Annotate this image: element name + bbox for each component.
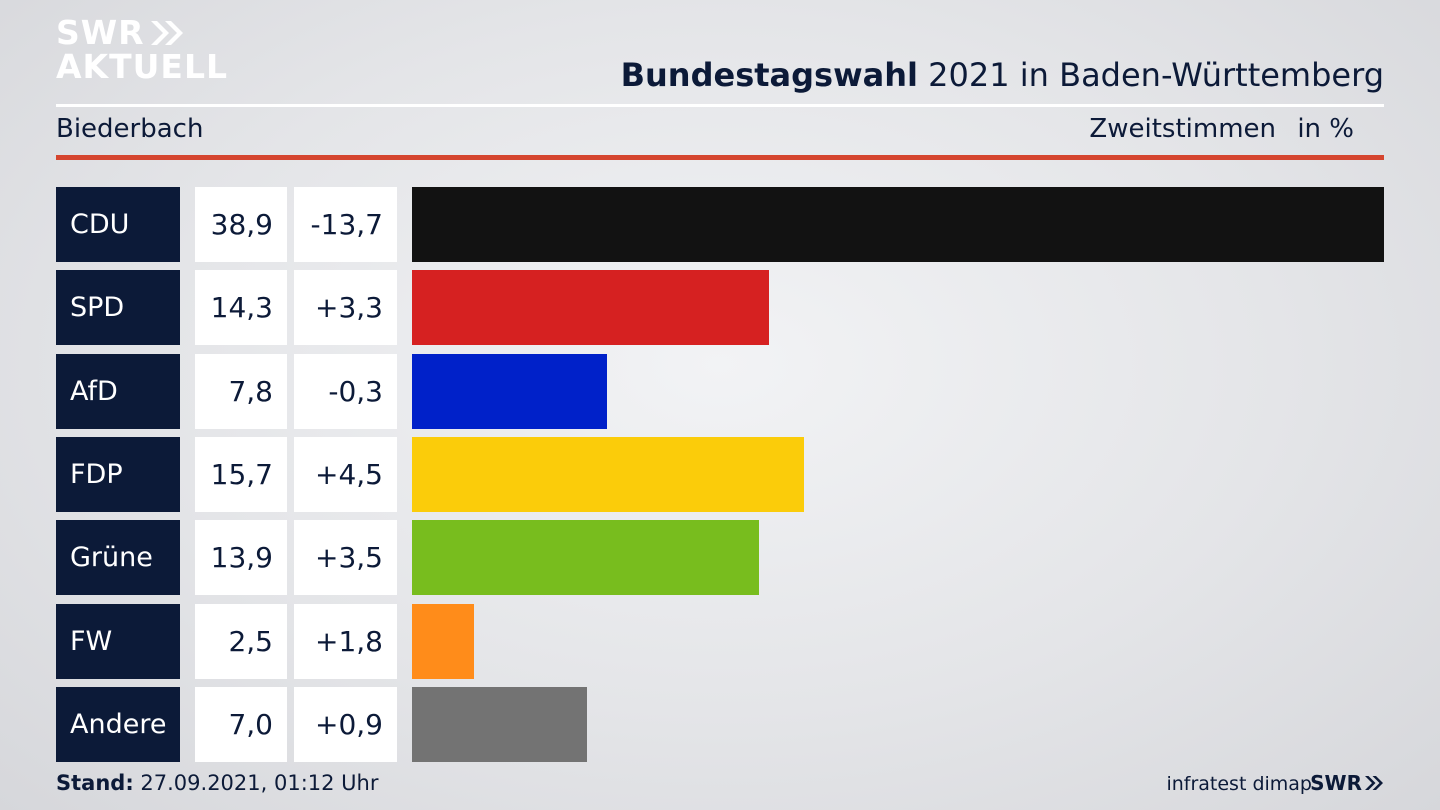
title-bold: Bundestagswahl (620, 56, 918, 94)
bar (412, 437, 804, 512)
change-label: +1,8 (294, 604, 397, 679)
change-label: -0,3 (294, 354, 397, 429)
change-label: +4,5 (294, 437, 397, 512)
logo-line1: SWR (56, 16, 228, 50)
stand-value: 27.09.2021, 01:12 Uhr (133, 771, 379, 795)
party-label: Grüne (56, 520, 180, 595)
value-label: 2,5 (195, 604, 287, 679)
change-label: -13,7 (294, 187, 397, 262)
bar (412, 354, 607, 429)
bar-row-spd: SPD 14,3 +3,3 (56, 270, 1384, 345)
value-label: 38,9 (195, 187, 287, 262)
measure-label: Zweitstimmen (1089, 114, 1276, 144)
bar-row-fw: FW 2,5 +1,8 (56, 604, 1384, 679)
double-chevron-icon (150, 21, 183, 45)
region-name: Biederbach (56, 114, 204, 144)
bar (412, 520, 759, 595)
logo-line2: AKTUELL (56, 47, 229, 86)
chart-title: Bundestagswahl 2021 in Baden-Württemberg (621, 56, 1384, 94)
value-label: 15,7 (195, 437, 287, 512)
party-label: CDU (56, 187, 180, 262)
bar-row-fdp: FDP 15,7 +4,5 (56, 437, 1384, 512)
timestamp: Stand: 27.09.2021, 01:12 Uhr (56, 771, 379, 795)
party-label: Andere (56, 687, 180, 762)
party-label: AfD (56, 354, 180, 429)
change-label: +0,9 (294, 687, 397, 762)
change-label: +3,5 (294, 520, 397, 595)
swr-aktuell-logo: SWR AKTUELL (56, 16, 228, 84)
bar (412, 687, 587, 762)
value-label: 14,3 (195, 270, 287, 345)
value-label: 7,8 (195, 354, 287, 429)
logo-swr-text: SWR (56, 13, 145, 52)
bar (412, 270, 769, 345)
change-label: +3,3 (294, 270, 397, 345)
source-credit: infratest dimap (1166, 773, 1312, 795)
swr-small-text: SWR (1310, 771, 1362, 795)
bar (412, 187, 1384, 262)
accent-divider (56, 155, 1384, 160)
value-label: 13,9 (195, 520, 287, 595)
swr-small-logo: SWR (1310, 771, 1384, 795)
bar-row-grüne: Grüne 13,9 +3,5 (56, 520, 1384, 595)
party-label: FDP (56, 437, 180, 512)
header-divider (56, 104, 1384, 107)
title-rest: 2021 in Baden-Württemberg (917, 56, 1384, 94)
party-label: SPD (56, 270, 180, 345)
value-label: 7,0 (195, 687, 287, 762)
bar (412, 604, 474, 679)
double-chevron-icon (1365, 776, 1383, 790)
bar-row-afd: AfD 7,8 -0,3 (56, 354, 1384, 429)
bar-row-andere: Andere 7,0 +0,9 (56, 687, 1384, 762)
bar-row-cdu: CDU 38,9 -13,7 (56, 187, 1384, 262)
unit-label: in % (1297, 114, 1354, 144)
stand-label: Stand: (56, 771, 134, 795)
party-label: FW (56, 604, 180, 679)
